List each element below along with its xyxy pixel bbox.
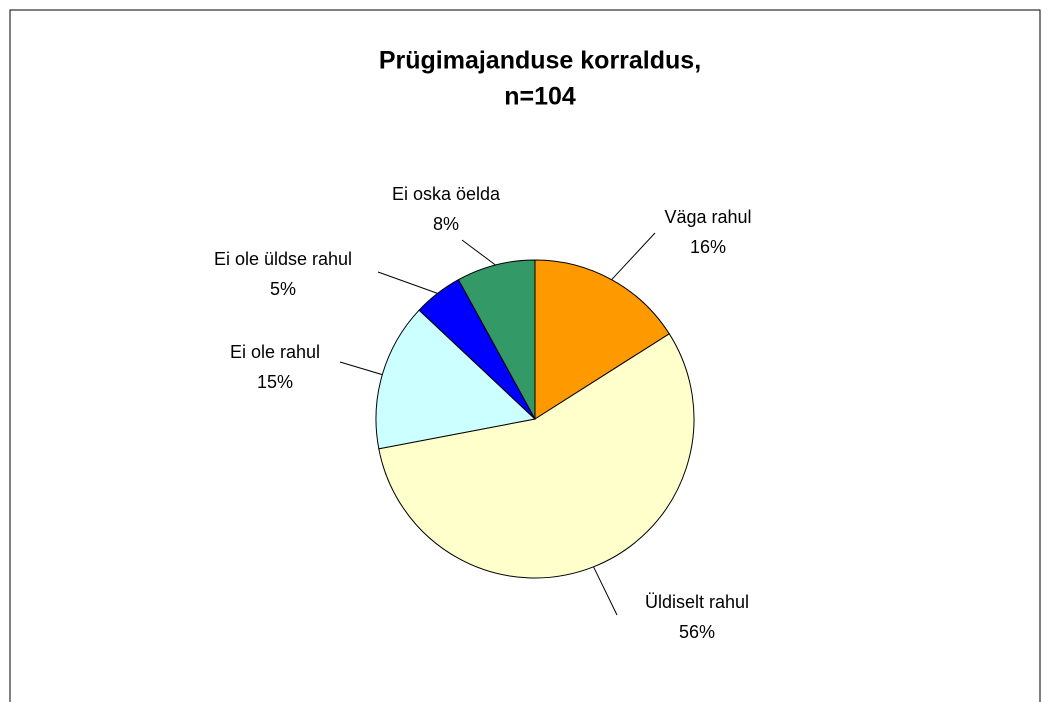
leader-line xyxy=(339,361,383,376)
slice-label: Ei ole üldse rahul xyxy=(214,249,352,269)
slice-value: 56% xyxy=(679,622,715,642)
slice-label: Üldiselt rahul xyxy=(645,592,749,612)
chart-frame xyxy=(9,9,1041,702)
leader-line xyxy=(593,566,618,616)
pie-slice xyxy=(378,333,695,579)
slice-value: 5% xyxy=(270,279,296,299)
chart-title: Prügimajanduse korraldus, xyxy=(379,47,701,75)
slice-label: Väga rahul xyxy=(664,207,751,227)
chart-title: n=104 xyxy=(504,83,576,111)
slice-label: Ei ole rahul xyxy=(230,342,320,362)
slice-label: Ei oska öelda xyxy=(392,184,501,204)
slice-value: 16% xyxy=(690,237,726,257)
leader-line xyxy=(611,232,656,281)
slice-value: 8% xyxy=(433,214,459,234)
pie-slice xyxy=(375,309,537,450)
leader-line xyxy=(377,271,438,294)
slice-value: 15% xyxy=(257,372,293,392)
leader-line xyxy=(461,239,496,266)
pie-slice xyxy=(534,259,670,420)
